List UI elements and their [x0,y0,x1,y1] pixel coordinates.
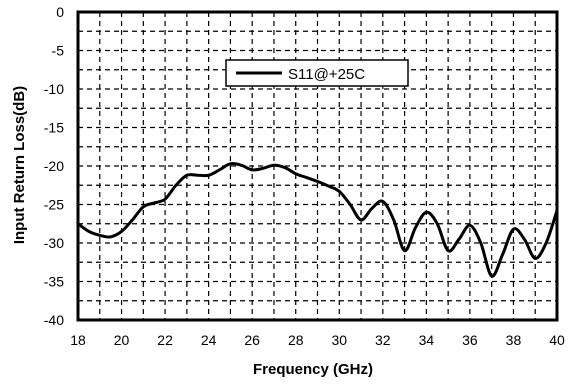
y-tick-label: -40 [44,312,64,328]
y-axis-label: Input Return Loss(dB) [11,86,28,244]
x-tick-label: 32 [375,332,391,348]
y-tick-label: 0 [56,4,64,20]
x-tick-label: 30 [331,332,347,348]
x-tick-labels: 18 20 22 24 26 28 30 32 34 36 38 40 [70,332,565,348]
y-tick-label: -35 [44,274,64,290]
x-tick-label: 22 [157,332,173,348]
y-tick-label: -10 [44,81,64,97]
grid-lines [78,12,557,320]
y-tick-label: -30 [44,235,64,251]
x-tick-label: 20 [114,332,130,348]
y-tick-label: -5 [52,43,65,59]
legend-label-s11: S11@+25C [288,66,365,83]
y-tick-label: -20 [44,158,64,174]
y-tick-label: -25 [44,197,64,213]
x-axis-label: Frequency (GHz) [253,361,373,378]
x-tick-label: 38 [506,332,522,348]
y-tick-labels: 0 -5 -10 -15 -20 -25 -30 -35 -40 [44,4,64,328]
y-tick-label: -15 [44,120,64,136]
x-tick-label: 24 [201,332,217,348]
x-tick-label: 40 [549,332,565,348]
x-tick-label: 36 [462,332,478,348]
series-line-s11 [76,161,559,278]
legend: S11@+25C [225,59,409,87]
x-tick-label: 18 [70,332,86,348]
x-tick-label: 34 [419,332,435,348]
series-layer [76,161,559,278]
plot-frame [76,10,559,322]
x-tick-label: 28 [288,332,304,348]
x-tick-label: 26 [244,332,260,348]
